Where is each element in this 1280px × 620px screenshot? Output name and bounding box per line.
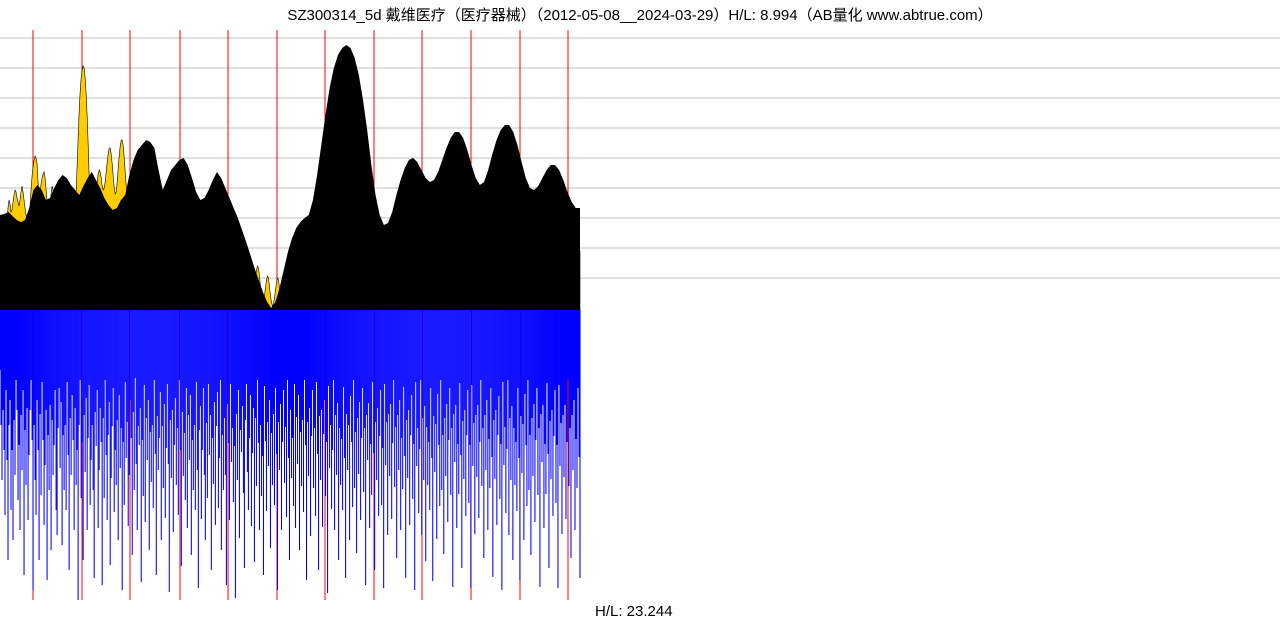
chart-area <box>0 30 1280 600</box>
chart-title: SZ300314_5d 戴维医疗（医疗器械）（2012-05-08__2024-… <box>0 4 1280 25</box>
bottom-hl-label: H/L: 23.244 <box>595 603 673 620</box>
chart-svg <box>0 30 1280 620</box>
